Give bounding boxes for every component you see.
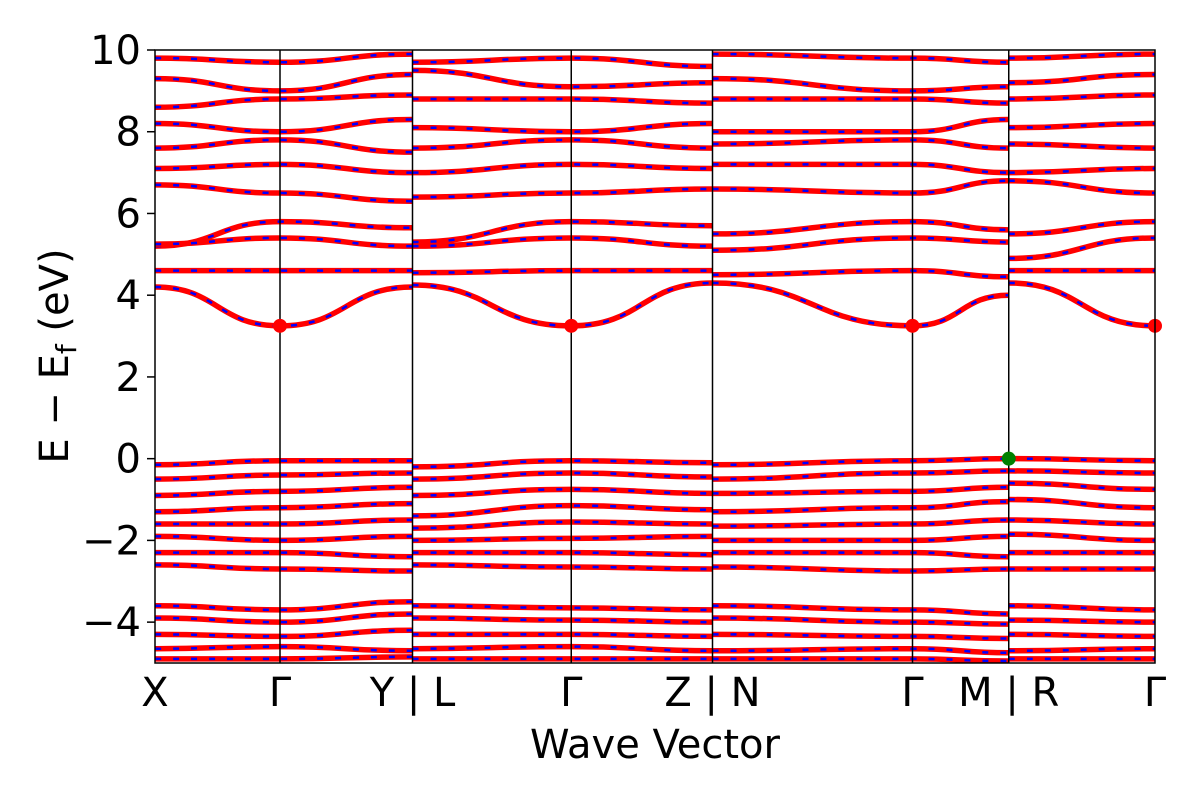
band-line-dashes bbox=[155, 486, 413, 497]
cbm-marker bbox=[273, 318, 287, 333]
band-lines bbox=[155, 51, 1155, 663]
band-line-dashes bbox=[412, 220, 713, 244]
x-tick-label: Γ bbox=[1144, 670, 1167, 716]
band-line-dashes bbox=[412, 488, 713, 497]
y-axis-label-main: E − E bbox=[32, 354, 78, 464]
y-axis-label: E − Ef (eV) bbox=[32, 248, 83, 463]
band-line-dashes bbox=[712, 647, 1009, 655]
band-line-dashes bbox=[1008, 533, 1155, 542]
band-line-dashes bbox=[712, 518, 1009, 528]
band-line-dashes bbox=[1008, 179, 1155, 195]
band-line-dashes bbox=[412, 187, 713, 199]
band-line-dashes bbox=[412, 56, 713, 68]
band-line-dashes bbox=[412, 122, 713, 133]
band-line-dashes bbox=[712, 220, 1009, 236]
y-tick-label: 8 bbox=[116, 110, 141, 156]
band-line-dashes bbox=[712, 179, 1009, 195]
band-line-dashes bbox=[712, 118, 1009, 133]
band-line-dashes bbox=[412, 97, 713, 105]
band-line-dashes bbox=[712, 269, 1009, 279]
y-tick-label: 2 bbox=[116, 355, 141, 401]
cbm-marker bbox=[905, 318, 920, 333]
band-line-dashes bbox=[712, 457, 1009, 467]
band-line bbox=[412, 502, 713, 519]
band-line-dashes bbox=[712, 486, 1009, 495]
band-line-dashes bbox=[1008, 647, 1155, 652]
x-tick-label: X bbox=[141, 670, 168, 716]
band-line-dashes bbox=[712, 633, 1009, 640]
band-line-dashes bbox=[1008, 518, 1155, 526]
x-tick-label: Y | L bbox=[369, 670, 456, 716]
y-axis-label-unit: (eV) bbox=[32, 248, 78, 344]
band-line-dashes bbox=[1008, 236, 1155, 260]
band-line-dashes bbox=[712, 52, 1009, 64]
x-axis-label: Wave Vector bbox=[530, 722, 781, 768]
band-line-dashes bbox=[712, 236, 1009, 252]
band-line-dashes bbox=[1008, 73, 1155, 84]
band-line-dashes bbox=[1008, 52, 1155, 60]
band-line-dashes bbox=[712, 138, 1009, 150]
band-line-dashes bbox=[712, 163, 1009, 174]
x-tick-label: Γ bbox=[560, 670, 583, 716]
y-tick-label: −2 bbox=[82, 518, 141, 564]
x-axis-ticks: X Γ Y | L Γ Z | N Γ M | R Γ bbox=[141, 670, 1167, 716]
band-line-dashes bbox=[412, 236, 713, 248]
band-line-dashes bbox=[712, 551, 1009, 558]
y-tick-label: −4 bbox=[82, 600, 141, 646]
x-tick-label: Z | N bbox=[664, 670, 760, 716]
x-tick-label: M | R bbox=[958, 670, 1059, 716]
x-tick-label: Γ bbox=[269, 670, 292, 716]
band-line-dashes bbox=[1008, 220, 1155, 236]
high-symmetry-lines bbox=[279, 50, 1010, 663]
band-line-dashes bbox=[712, 500, 1009, 514]
band-line-dashes bbox=[1008, 481, 1155, 491]
band-line-dashes bbox=[1008, 93, 1155, 101]
band-line-dashes bbox=[712, 565, 1009, 573]
y-tick-label: 10 bbox=[90, 28, 141, 74]
band-line-dashes bbox=[412, 645, 713, 652]
y-axis-label-subscript: f bbox=[50, 343, 83, 354]
band-line bbox=[412, 280, 713, 329]
y-axis-ticks: −4 −2 0 2 4 6 8 10 bbox=[82, 28, 155, 646]
band-line-dashes bbox=[1008, 618, 1155, 624]
band-line-dashes bbox=[1008, 167, 1155, 174]
band-line-dashes bbox=[712, 97, 1009, 105]
band-line-dashes bbox=[1008, 633, 1155, 638]
band-line-dashes bbox=[712, 616, 1009, 626]
y-tick-label: 4 bbox=[116, 273, 141, 319]
band-line-dashes bbox=[412, 138, 713, 150]
band-line bbox=[712, 280, 1009, 329]
band-line-dashes bbox=[712, 77, 1009, 93]
x-tick-label: Γ bbox=[901, 670, 924, 716]
band-line-dashes bbox=[412, 163, 713, 174]
vbm-marker bbox=[1001, 451, 1016, 466]
band-line-dashes bbox=[412, 471, 713, 481]
band-line-dashes bbox=[1008, 498, 1155, 509]
cbm-marker bbox=[564, 318, 579, 333]
band-line-dashes bbox=[712, 604, 1009, 616]
band-line-dashes bbox=[1008, 122, 1155, 129]
band-line-dashes bbox=[712, 657, 1009, 663]
extrema-markers bbox=[273, 318, 1162, 466]
band-line-dashes bbox=[1008, 604, 1155, 612]
band-line-dashes bbox=[155, 502, 413, 514]
band-line-dashes bbox=[1008, 457, 1155, 462]
y-tick-label: 6 bbox=[116, 191, 141, 237]
band-line-dashes bbox=[712, 535, 1009, 542]
y-tick-label: 0 bbox=[116, 437, 141, 483]
band-line-dashes bbox=[1008, 469, 1155, 475]
band-line-dashes bbox=[155, 183, 413, 203]
band-line-dashes bbox=[1008, 142, 1155, 150]
plot-frame bbox=[154, 49, 1156, 664]
band-line-dashes bbox=[412, 504, 713, 518]
band-line-dashes bbox=[1008, 281, 1155, 328]
band-line-dashes bbox=[712, 469, 1009, 481]
